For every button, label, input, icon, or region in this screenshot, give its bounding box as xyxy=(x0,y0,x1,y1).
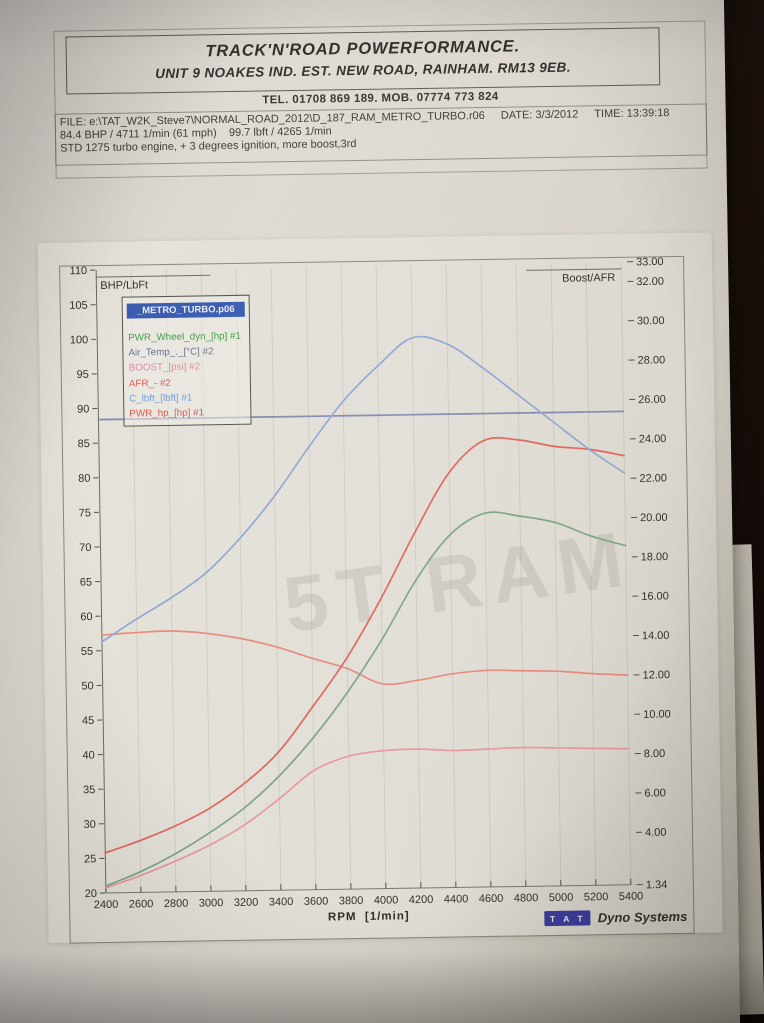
right-axis-title-rule xyxy=(526,268,622,271)
x-tick-label: 4600 xyxy=(479,893,504,905)
left-tick-label: 20 xyxy=(85,888,97,900)
left-tick-label: 95 xyxy=(76,369,88,381)
x-tick-label: 4000 xyxy=(374,894,399,906)
x-tick-label: 3400 xyxy=(269,896,294,908)
left-tick-label: 40 xyxy=(82,750,94,762)
right-tick-label: 24.00 xyxy=(639,433,667,445)
right-tick-label: 4.00 xyxy=(645,827,667,839)
curve-boost-psi xyxy=(104,746,630,889)
gridline-vertical xyxy=(340,266,352,890)
x-tick-label: 3200 xyxy=(234,897,259,909)
x-tick-label: 5000 xyxy=(549,892,574,904)
run-date: DATE: 3/3/2012 xyxy=(500,108,579,122)
left-tick-label: 30 xyxy=(83,819,95,831)
chart-legend: _METRO_TURBO.p06 PWR_Wheel_dyn_[hp] #1 Ai… xyxy=(121,294,252,427)
left-tick-label: 90 xyxy=(77,403,89,415)
gridline-vertical xyxy=(305,266,317,890)
left-tick-label: 80 xyxy=(78,473,90,485)
gridline-vertical xyxy=(585,262,597,886)
right-tick-label: 26.00 xyxy=(638,394,666,406)
right-tick-label: 6.00 xyxy=(644,787,666,799)
right-tick-label: 8.00 xyxy=(644,748,666,760)
x-tick-label: 2800 xyxy=(164,898,189,910)
left-tick-label: 75 xyxy=(79,507,91,519)
dyno-printout-sheet: TRACK'N'ROAD POWERFORMANCE. UNIT 9 NOAKE… xyxy=(0,0,741,1023)
dyno-plot-svg: BHP/LbFt Boost/AFR 110 105 100 95 90 85 80 75 70 65… xyxy=(69,257,671,911)
curve-wheel-power-hp xyxy=(104,511,627,887)
dyno-systems-label: Dyno Systems xyxy=(597,908,688,926)
curve-afr xyxy=(101,630,629,686)
curve-power-hp xyxy=(104,436,625,854)
gridline-vertical xyxy=(480,264,492,887)
right-tick-label: 14.00 xyxy=(642,630,670,642)
left-tick-label: 25 xyxy=(84,853,96,865)
gridline-vertical xyxy=(410,265,422,889)
x-tick-label: 4200 xyxy=(409,894,434,906)
right-tick-label: 12.00 xyxy=(642,669,670,681)
x-tick-label: 4400 xyxy=(444,893,469,905)
x-tick-label: 5200 xyxy=(584,891,609,903)
left-tick-label: 35 xyxy=(83,784,95,796)
x-tick-label: 3600 xyxy=(304,896,329,908)
right-tick-label: 10.00 xyxy=(643,709,671,721)
gridline-vertical xyxy=(270,267,282,891)
gridline-vertical xyxy=(445,264,457,888)
right-axis-title: Boost/AFR xyxy=(562,272,615,285)
sheet-content: TRACK'N'ROAD POWERFORMANCE. UNIT 9 NOAKE… xyxy=(37,20,723,944)
legend-entries: PWR_Wheel_dyn_[hp] #1 Air_Temp_._[°C] #2 B… xyxy=(123,329,250,422)
header-section: TRACK'N'ROAD POWERFORMANCE. UNIT 9 NOAKE… xyxy=(53,20,708,179)
left-tick-label: 50 xyxy=(81,680,93,692)
right-tick-label: 16.00 xyxy=(641,590,669,602)
right-tick-label: 32.00 xyxy=(636,276,664,288)
bottom-axis-line xyxy=(105,884,631,894)
plot-frame: BHP/LbFt Boost/AFR 110 105 100 95 90 85 80 75 70 65… xyxy=(59,255,695,944)
right-tick-label: 18.00 xyxy=(641,551,669,563)
right-tick-label: 33.00 xyxy=(636,257,664,269)
legend-title: _METRO_TURBO.p06 xyxy=(126,301,245,319)
x-tick-label: 2400 xyxy=(94,899,119,911)
dyno-chart-panel: 5T RAM BHP/LbFt Boost/AFR 110 105 100 95 90 85 8… xyxy=(37,232,723,944)
left-tick-label: 100 xyxy=(70,334,89,346)
legend-entry: PWR_Wheel_dyn_[hp] #1 xyxy=(128,330,242,344)
left-tick-label: 55 xyxy=(81,646,93,658)
x-tick-label: 2600 xyxy=(129,898,154,910)
left-tick-label: 45 xyxy=(82,715,94,727)
right-tick-label: 30.00 xyxy=(637,315,665,327)
gridline-vertical xyxy=(375,265,387,889)
gridline-vertical xyxy=(515,263,527,887)
x-tick-label: 3000 xyxy=(199,897,224,909)
legend-entry: PWR_hp_[hp] #1 xyxy=(129,407,205,420)
tat-logo-badge: T A T xyxy=(544,910,591,927)
left-axis-line xyxy=(95,270,107,894)
left-tick-label: 85 xyxy=(78,438,90,450)
left-tick-label: 105 xyxy=(69,300,88,312)
right-tick-label: 22.00 xyxy=(639,472,667,484)
run-info-box: FILE: e:\TAT_W2K_Steve7\NORMAL_ROAD_2012… xyxy=(54,103,708,166)
curve-torque-lbft xyxy=(101,335,626,643)
x-tick-label: 4800 xyxy=(514,892,539,904)
right-tick-label: 28.00 xyxy=(638,354,666,366)
left-axis-title-rule xyxy=(96,274,211,278)
business-address-box: TRACK'N'ROAD POWERFORMANCE. UNIT 9 NOAKE… xyxy=(65,27,661,95)
gridline-vertical xyxy=(550,262,562,886)
run-time: TIME: 13:39:18 xyxy=(594,107,670,121)
dyno-brand-row: T A T Dyno Systems xyxy=(544,908,688,927)
right-tick-label: 1.34 xyxy=(646,879,668,891)
left-tick-label: 60 xyxy=(80,611,92,623)
left-tick-label: 110 xyxy=(70,265,88,277)
left-tick-label: 70 xyxy=(79,542,91,554)
gridline-vertical xyxy=(620,261,632,885)
right-tick-label: 20.00 xyxy=(640,512,668,524)
x-tick-label: 5400 xyxy=(619,891,644,903)
left-tick-label: 65 xyxy=(80,576,92,588)
left-axis-title: BHP/LbFt xyxy=(100,279,148,292)
x-tick-label: 3800 xyxy=(339,895,364,907)
